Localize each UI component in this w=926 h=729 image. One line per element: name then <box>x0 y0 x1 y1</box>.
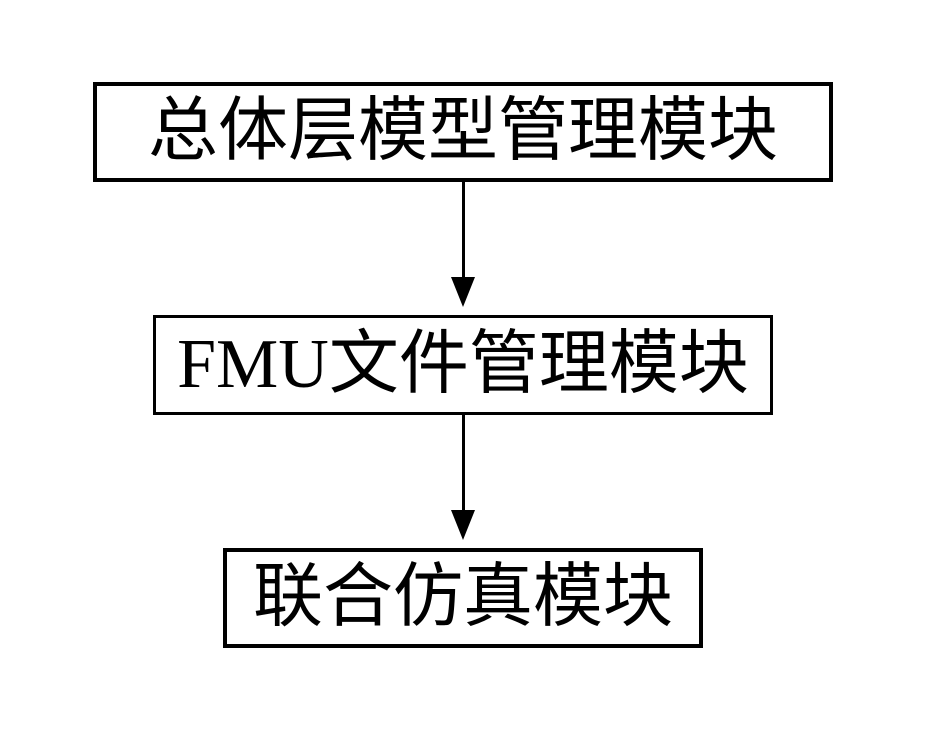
flowchart-arrow-2 <box>451 415 475 540</box>
node-label: 联合仿真模块 <box>253 563 673 633</box>
arrow-head-icon <box>451 277 475 307</box>
arrow-head-icon <box>451 510 475 540</box>
flowchart-node-fmu-file-management: FMU文件管理模块 <box>153 315 773 415</box>
node-label: 总体层模型管理模块 <box>148 97 778 167</box>
arrow-line <box>462 415 465 510</box>
flowchart-node-joint-simulation: 联合仿真模块 <box>223 548 703 648</box>
node-label: FMU文件管理模块 <box>177 330 749 400</box>
flowchart-diagram: 总体层模型管理模块 FMU文件管理模块 联合仿真模块 <box>0 82 926 648</box>
flowchart-node-overall-model-management: 总体层模型管理模块 <box>93 82 833 182</box>
flowchart-arrow-1 <box>451 182 475 307</box>
arrow-line <box>462 182 465 277</box>
